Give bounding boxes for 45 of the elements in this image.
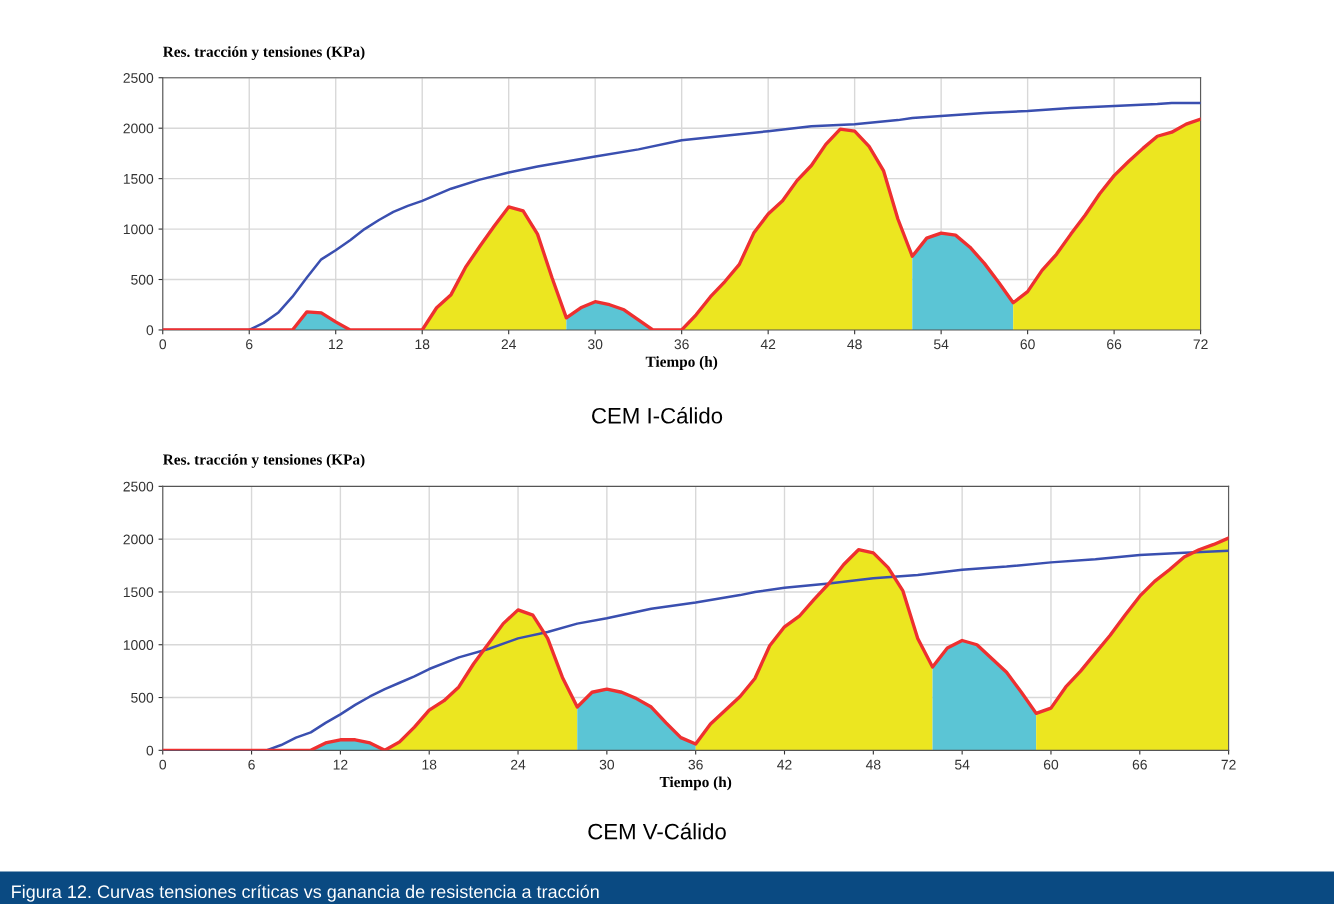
x-tick-label: 18	[415, 339, 430, 350]
y-tick-label: 1000	[123, 640, 154, 650]
x-tick-label: 24	[501, 339, 517, 350]
x-tick-label: 12	[329, 339, 343, 350]
y-axis-title: Res. tracción y tensiones (KPa)	[163, 46, 365, 61]
x-tick-label: 6	[246, 339, 253, 350]
x-tick-label: 30	[599, 759, 615, 770]
x-tick-label: 18	[422, 759, 437, 770]
y-tick-label: 2000	[123, 123, 154, 134]
x-tick-label: 12	[333, 759, 348, 770]
x-tick-label: 72	[1193, 339, 1208, 350]
x-axis-title: Tiempo (h)	[645, 356, 718, 370]
y-tick-label: 2500	[123, 481, 154, 492]
x-tick-label: 36	[674, 339, 689, 350]
x-tick-label: 54	[933, 339, 949, 350]
y-tick-label: 0	[146, 325, 154, 336]
x-tick-label: 66	[1132, 759, 1147, 770]
x-tick-label: 6	[248, 759, 255, 770]
y-tick-label: 500	[131, 692, 154, 703]
y-tick-label: 2500	[123, 73, 154, 83]
x-axis-title: Tiempo (h)	[659, 776, 732, 791]
x-tick-label: 0	[159, 339, 167, 350]
x-tick-label: 24	[511, 759, 526, 770]
y-tick-label: 1500	[123, 587, 154, 598]
x-tick-label: 30	[587, 339, 603, 350]
text: CEM I-Cálido	[592, 407, 723, 424]
x-tick-label: 60	[1043, 759, 1059, 770]
x-tick-label: 42	[760, 339, 776, 350]
x-tick-label: 48	[847, 339, 862, 350]
y-tick-label: 500	[131, 274, 154, 285]
x-tick-label: 54	[954, 759, 970, 770]
y-axis-title: Res. tracción y tensiones (KPa)	[163, 453, 365, 468]
y-tick-label: 1500	[123, 173, 154, 184]
x-tick-label: 42	[777, 759, 792, 770]
text: Figura 12. Curvas tensiones críticas vs ganancia de resistencia a tracción	[12, 884, 599, 902]
x-tick-label: 36	[688, 759, 703, 770]
x-tick-label: 48	[865, 759, 881, 770]
x-tick-label: 72	[1221, 759, 1236, 770]
text: CEM V-Cálido	[588, 822, 726, 840]
x-tick-label: 66	[1107, 339, 1122, 350]
y-tick-label: 0	[146, 745, 154, 756]
y-tick-label: 1000	[123, 224, 154, 235]
x-tick-label: 0	[159, 759, 167, 770]
x-tick-label: 60	[1020, 339, 1035, 350]
y-tick-label: 2000	[123, 534, 154, 545]
